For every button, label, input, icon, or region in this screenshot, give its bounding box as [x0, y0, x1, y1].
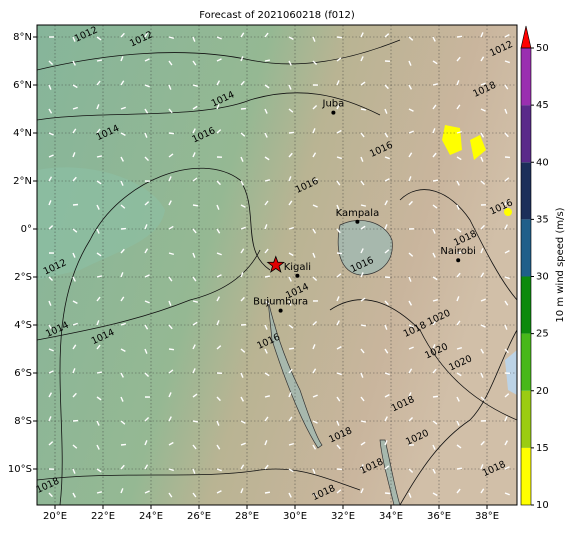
- city-marker: [456, 258, 460, 262]
- lat-label: 2°S: [14, 272, 32, 283]
- wind-vector: [265, 492, 270, 493]
- colorbar-tick-label: 20: [536, 386, 549, 397]
- colorbar-segment: [521, 391, 531, 448]
- wind-vector: [361, 325, 366, 326]
- wind-vector: [265, 276, 270, 277]
- wind-vector: [337, 37, 342, 38]
- lon-label: 38°E: [475, 511, 499, 522]
- colorbar-tick-label: 35: [536, 214, 549, 225]
- wind-vector: [97, 372, 102, 373]
- wind-vector: [289, 348, 294, 349]
- colorbar-segment: [521, 105, 531, 162]
- lon-label: 24°E: [139, 511, 163, 522]
- lon-label: 30°E: [283, 511, 307, 522]
- wind-vector: [433, 396, 438, 397]
- lat-label: 6°S: [14, 368, 32, 379]
- colorbar-tick-label: 45: [536, 100, 549, 111]
- city-label: Nairobi: [440, 246, 476, 257]
- lat-label: 8°S: [14, 416, 32, 427]
- city-marker: [355, 220, 359, 224]
- wind-vector: [169, 349, 174, 350]
- city-marker: [295, 274, 299, 278]
- colorbar-tick-label: 15: [536, 443, 549, 454]
- wind-vector: [361, 109, 366, 110]
- city-label: Kampala: [336, 208, 380, 219]
- title: Forecast of 2021060218 (f012): [199, 10, 355, 21]
- lat-label: 4°N: [13, 128, 32, 139]
- colorbar-tick-label: 30: [536, 272, 549, 283]
- colorbar-tick-label: 10: [536, 500, 549, 511]
- city-label: Kigali: [284, 262, 311, 273]
- colorbar-segment: [521, 277, 531, 334]
- lat-label: 0°: [21, 224, 32, 235]
- wind-vector: [193, 205, 198, 206]
- lon-label: 34°E: [379, 511, 403, 522]
- city-label: Bujumbura: [253, 297, 308, 308]
- lon-label: 32°E: [331, 511, 355, 522]
- wind-vector: [385, 493, 390, 494]
- wind-vector: [193, 421, 198, 422]
- colorbar-tick-label: 25: [536, 329, 549, 340]
- wind-vector: [337, 253, 342, 254]
- wind-vector: [433, 180, 438, 181]
- lat-label: 6°N: [13, 80, 32, 91]
- colorbar-segment: [521, 48, 531, 105]
- colorbar-segment: [521, 162, 531, 219]
- colorbar-extend: [521, 26, 531, 48]
- city-marker: [331, 111, 335, 115]
- wind-vector: [457, 468, 462, 469]
- colorbar-tick-label: 50: [536, 43, 549, 54]
- city-marker: [279, 309, 283, 313]
- lon-label: 26°E: [187, 511, 211, 522]
- lon-label: 36°E: [427, 511, 451, 522]
- lat-label: 2°N: [13, 176, 32, 187]
- colorbar-segment: [521, 219, 531, 276]
- wind-vector: [169, 133, 174, 134]
- city-label: Juba: [322, 99, 345, 110]
- wind-vector: [265, 60, 270, 61]
- wind-vector: [97, 60, 102, 61]
- colorbar-tick-label: 40: [536, 157, 549, 168]
- wind-vector: [457, 36, 462, 37]
- wind-vector: [289, 132, 294, 133]
- lat-label: 8°N: [13, 32, 32, 43]
- lon-label: 28°E: [235, 511, 259, 522]
- colorbar-label: 10 m wind speed (m/s): [555, 207, 566, 322]
- lon-label: 22°E: [91, 511, 115, 522]
- lon-label: 20°E: [43, 511, 67, 522]
- colorbar-segment: [521, 334, 531, 391]
- lat-label: 10°S: [8, 464, 32, 475]
- colorbar-segment: [521, 448, 531, 505]
- lat-label: 4°S: [14, 320, 32, 331]
- wind-vector: [121, 444, 126, 445]
